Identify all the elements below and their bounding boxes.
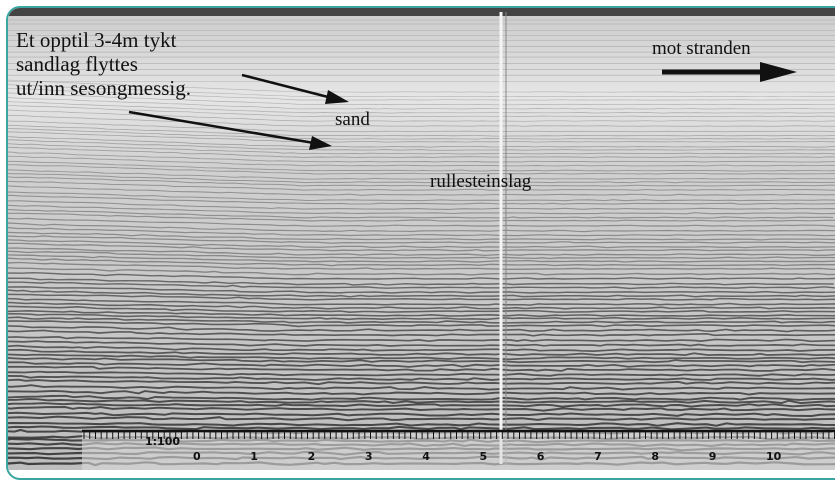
scale-label: 5 [480, 450, 488, 463]
seismic-profile: Et opptil 3-4m tykt sandlag flyttes ut/i… [8, 8, 835, 470]
scale-label: 4 [422, 450, 430, 463]
scale-label: 6 [537, 450, 545, 463]
note-line: ut/inn sesongmessig. [16, 76, 191, 100]
gravel-label: rullesteinslag [430, 171, 532, 192]
scale-label: 8 [651, 450, 659, 463]
scale-ratio: 1:100 [145, 435, 180, 448]
sand-label: sand [335, 109, 370, 130]
scale-label: 2 [308, 450, 316, 463]
page: Et opptil 3-4m tykt sandlag flyttes ut/i… [0, 0, 835, 462]
scale-label: 9 [709, 450, 717, 463]
top-band [8, 8, 835, 16]
scale-ruler: 1:100 0 1 2 3 4 5 6 7 8 9 10 [82, 430, 835, 470]
scale-label: 1 [250, 450, 258, 463]
direction-label: mot stranden [652, 38, 751, 59]
note-line: sandlag flyttes [16, 52, 138, 76]
scale-label: 3 [365, 450, 373, 463]
scale-label: 7 [594, 450, 602, 463]
note-line: Et opptil 3-4m tykt [16, 28, 177, 52]
image-frame: Et opptil 3-4m tykt sandlag flyttes ut/i… [6, 6, 835, 480]
scale-label: 0 [193, 450, 201, 463]
scale-label: 10 [766, 450, 782, 463]
